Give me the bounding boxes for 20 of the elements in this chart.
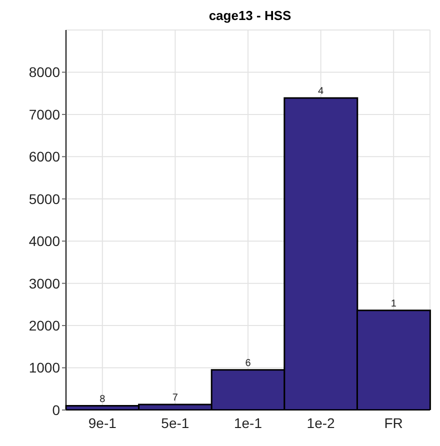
y-tick-label: 3000 <box>28 275 60 292</box>
annotation: 8 <box>100 394 106 405</box>
y-tick-label: 8000 <box>28 64 60 80</box>
x-tick-label: 1e-2 <box>306 414 336 431</box>
y-tick-label: 7000 <box>28 106 60 122</box>
chart-title: cage13 - HSS <box>208 8 292 24</box>
y-tick-label: 2000 <box>28 318 60 334</box>
annotation: 6 <box>245 358 252 369</box>
y-tick-label: 1000 <box>28 360 60 376</box>
x-tick-label: 5e-1 <box>161 414 190 431</box>
x-tick-label: FR <box>384 414 403 431</box>
x-tick-label: 1e-1 <box>234 414 262 431</box>
annotation: 4 <box>318 86 324 97</box>
y-tick-label: 0 <box>52 402 60 418</box>
y-tick-label: 6000 <box>28 148 60 165</box>
annotation: 7 <box>172 392 178 404</box>
y-tick-label: 5000 <box>28 190 60 207</box>
y-tick-label: 4000 <box>28 233 60 250</box>
x-tick-label: 9e-1 <box>88 414 117 431</box>
annotation: 1 <box>390 298 397 310</box>
